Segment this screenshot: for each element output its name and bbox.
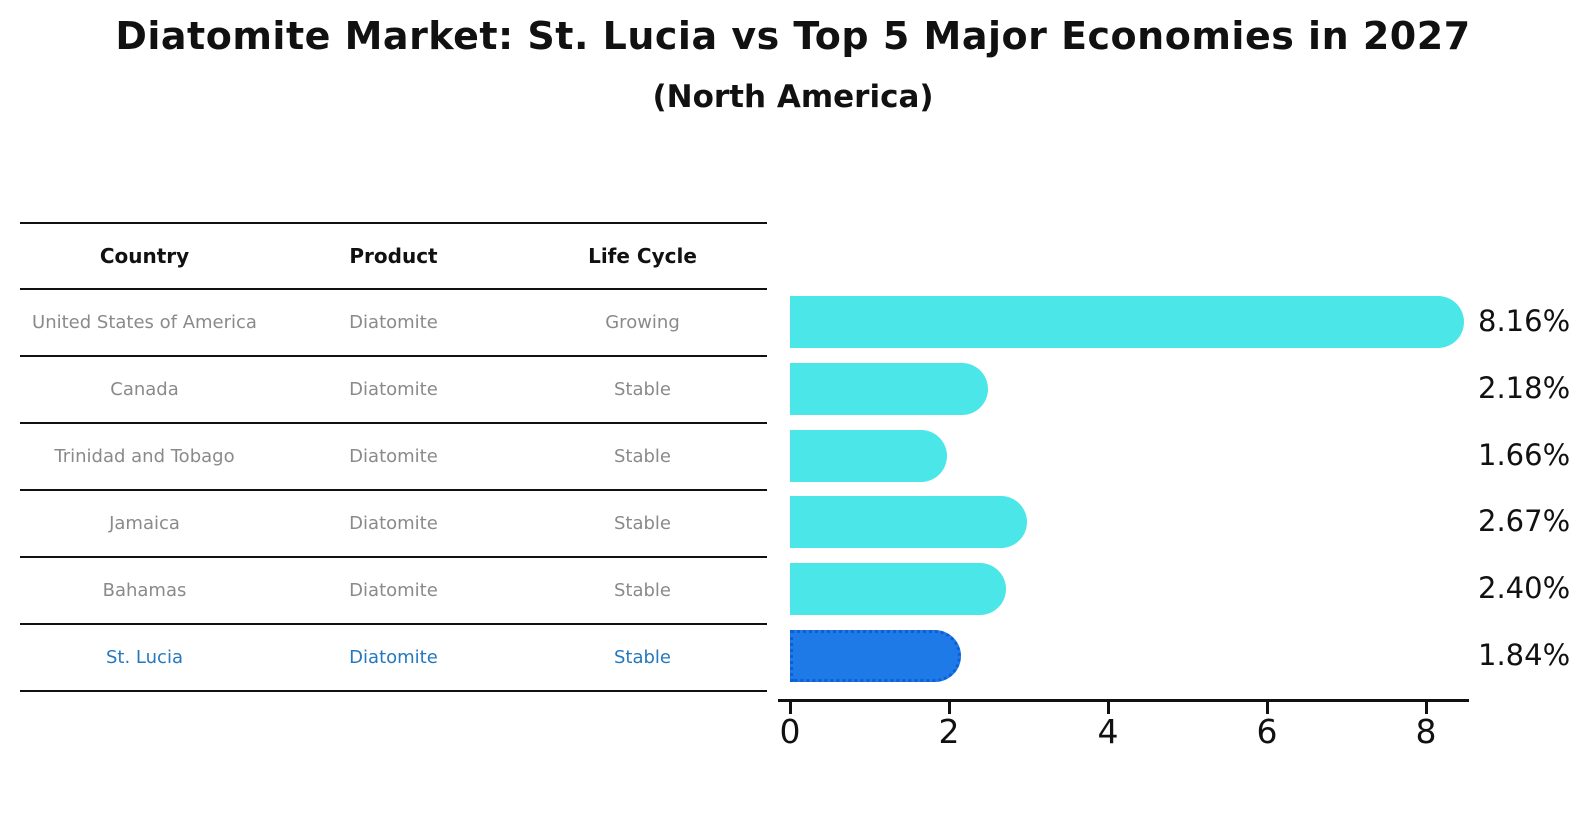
table-row: Bahamas Diatomite Stable [20,558,767,625]
column-header-life-cycle: Life Cycle [588,244,697,268]
cell-product: Diatomite [349,647,438,668]
cell-product: Diatomite [349,580,438,601]
x-tick [1106,701,1110,714]
bar-value-label: 2.40% [1478,571,1571,606]
cell-life-cycle: Stable [613,513,671,534]
x-axis-line [778,699,1469,702]
bar-value-label: 1.66% [1478,437,1571,472]
bar [790,496,1027,549]
table-row: St. Lucia Diatomite Stable [20,625,767,692]
cell-country: Trinidad and Tobago [54,446,235,467]
chart-title: Diatomite Market: St. Lucia vs Top 5 Maj… [115,14,1471,58]
table-body: United States of America Diatomite Growi… [20,290,767,692]
x-tick-label: 8 [1415,712,1437,751]
x-tick [1265,701,1269,714]
table-row: Canada Diatomite Stable [20,357,767,424]
x-tick [1424,701,1428,714]
bar-value-label: 8.16% [1478,304,1571,338]
cell-country: Canada [110,379,179,400]
cell-product: Diatomite [349,513,438,534]
cell-country: Bahamas [102,580,187,601]
column-header-product: Product [349,244,438,268]
cell-product: Diatomite [349,446,438,467]
cell-life-cycle: Stable [613,647,671,668]
cell-product: Diatomite [349,379,438,400]
x-tick-label: 4 [1097,712,1119,751]
x-tick [947,701,951,714]
comparison-table: Country Product Life Cycle United States… [20,222,767,692]
column-header-country: Country [99,244,190,268]
bar [790,362,988,415]
bar [790,563,1006,616]
bar [790,429,947,482]
bar-value-label: 2.18% [1478,370,1571,405]
cell-life-cycle: Stable [613,379,671,400]
x-tick-label: 2 [938,712,960,751]
bar-value-label: 2.67% [1478,504,1571,539]
table-row: Jamaica Diatomite Stable [20,491,767,558]
cell-life-cycle: Stable [613,446,671,467]
bar-highlighted [790,630,961,682]
table-header-row: Country Product Life Cycle [20,224,767,290]
bar-value-label: 1.84% [1478,638,1571,672]
cell-country: United States of America [32,312,257,333]
bar [790,296,1464,348]
cell-country: Jamaica [109,513,180,534]
cell-country: St. Lucia [106,647,183,668]
cell-life-cycle: Stable [613,580,671,601]
x-tick-label: 0 [779,712,801,751]
cell-life-cycle: Growing [605,312,680,333]
table-row: United States of America Diatomite Growi… [20,290,767,357]
cell-product: Diatomite [349,312,438,333]
chart-subtitle: (North America) [652,79,934,115]
x-tick [788,701,792,714]
table-row: Trinidad and Tobago Diatomite Stable [20,424,767,491]
x-tick-label: 6 [1256,712,1278,751]
